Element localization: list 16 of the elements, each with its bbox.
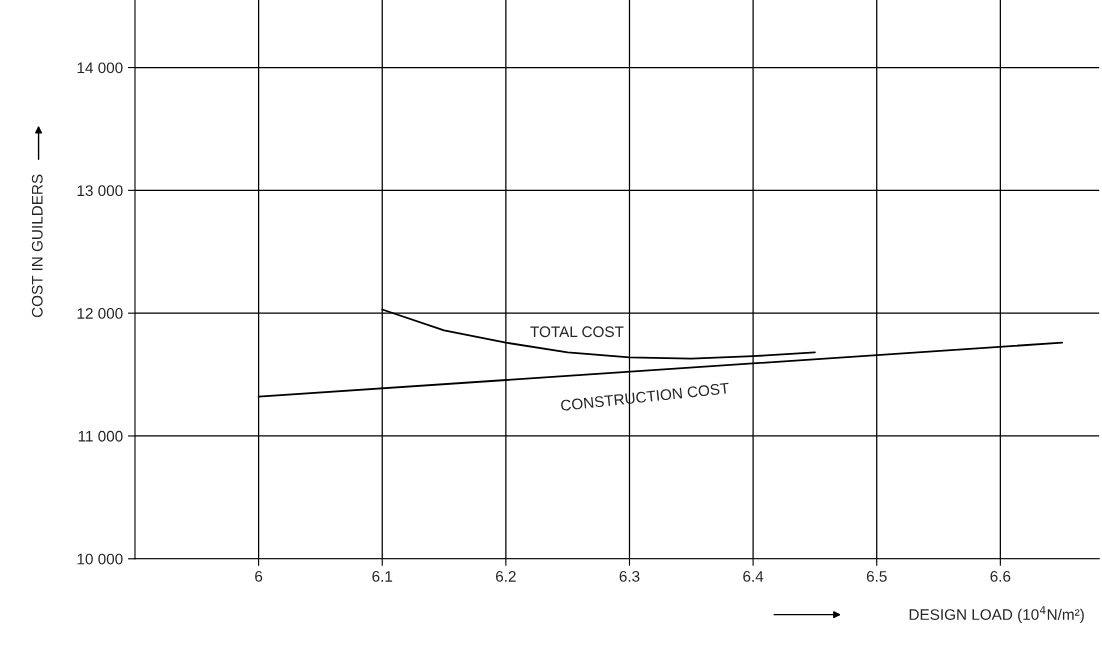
- x-tick-label: 6.5: [866, 571, 887, 582]
- x-tick-label: 6.4: [743, 571, 764, 582]
- y-tick-label: 14 000: [77, 62, 123, 74]
- y-axis-title: COST IN GUILDERS: [31, 174, 43, 318]
- x-tick-label: 6.2: [496, 571, 516, 582]
- series-label: TOTAL COST: [530, 326, 624, 338]
- text: CONSTRUCTION COST: [560, 382, 730, 412]
- x-tick-label: 6.3: [619, 571, 640, 582]
- y-tick-label: 10 000: [77, 553, 123, 565]
- y-tick-label: 12 000: [77, 308, 123, 319]
- x-tick-label: 6.6: [990, 571, 1011, 582]
- y-tick-label: 13 000: [77, 185, 123, 197]
- x-tick-label: 6.1: [372, 571, 393, 582]
- y-tick-label: 11 000: [78, 430, 123, 442]
- x-tick-label: 6: [255, 571, 263, 582]
- x-axis-title: DESIGN LOAD (10$^{4}$N/m²): [909, 606, 1084, 623]
